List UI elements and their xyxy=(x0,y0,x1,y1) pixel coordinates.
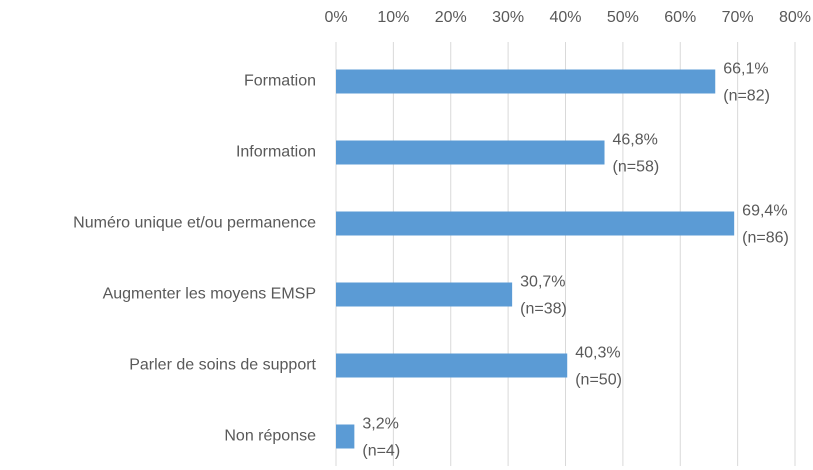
count-label: (n=86) xyxy=(742,230,789,247)
y-tick-label: Parler de soins de support xyxy=(129,357,316,374)
x-tick-label: 70% xyxy=(722,9,754,26)
y-tick-label: Non réponse xyxy=(224,428,316,445)
x-tick-label: 80% xyxy=(779,9,811,26)
count-label: (n=4) xyxy=(362,443,400,460)
bar xyxy=(336,282,513,307)
value-label: 30,7% xyxy=(520,274,565,291)
y-tick-label: Numéro unique et/ou permanence xyxy=(73,215,316,232)
x-tick-label: 50% xyxy=(607,9,639,26)
x-tick-label: 10% xyxy=(377,9,409,26)
count-label: (n=58) xyxy=(613,159,660,176)
value-label: 46,8% xyxy=(613,132,658,149)
x-tick-label: 20% xyxy=(435,9,467,26)
y-tick-label: Formation xyxy=(244,73,316,90)
count-label: (n=38) xyxy=(520,301,567,318)
x-tick-label: 30% xyxy=(492,9,524,26)
y-tick-label: Information xyxy=(236,144,316,161)
x-tick-label: 40% xyxy=(549,9,581,26)
y-tick-label: Augmenter les moyens EMSP xyxy=(103,286,316,303)
count-label: (n=82) xyxy=(723,88,770,105)
bar xyxy=(336,424,355,449)
x-tick-label: 0% xyxy=(324,9,347,26)
x-tick-label: 60% xyxy=(664,9,696,26)
count-label: (n=50) xyxy=(575,372,622,389)
bar xyxy=(336,353,568,378)
value-label: 40,3% xyxy=(575,345,620,362)
bar xyxy=(336,69,716,94)
bar xyxy=(336,140,605,165)
value-label: 66,1% xyxy=(723,61,768,78)
bar xyxy=(336,211,735,236)
value-label: 69,4% xyxy=(742,203,787,220)
value-label: 3,2% xyxy=(362,416,398,433)
